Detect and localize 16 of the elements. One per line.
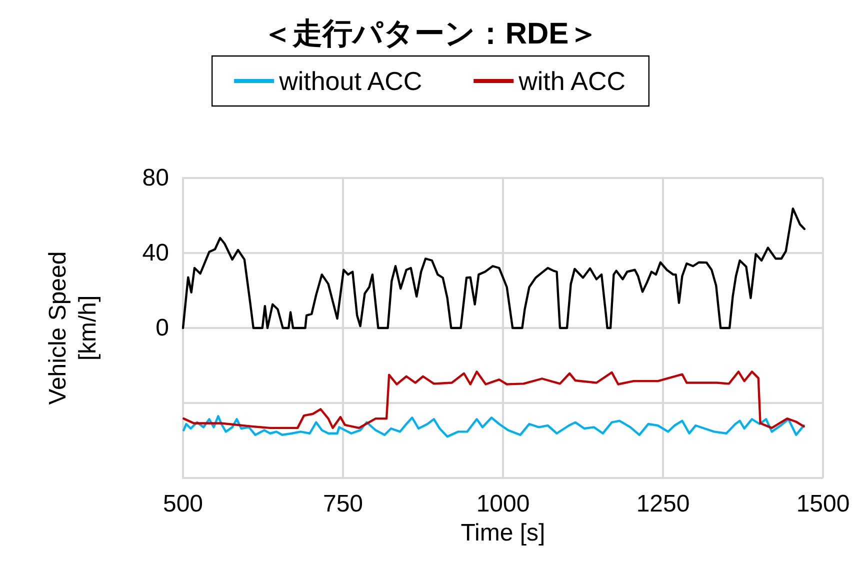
line-series — [182, 415, 805, 438]
x-tick-label: 500 — [162, 490, 204, 518]
legend-label: without ACC — [278, 66, 422, 96]
x-tick-label: 750 — [322, 490, 364, 518]
chart-title: ＜走行パターン：RDE＞ — [262, 18, 599, 50]
line-series — [182, 207, 806, 330]
y-tick-label: 80 — [142, 164, 169, 192]
x-tick-label: 1500 — [796, 490, 850, 518]
line-series — [182, 370, 805, 430]
y-tick-label: 40 — [142, 240, 169, 266]
x-tick-label: 1000 — [476, 490, 530, 518]
x-axis-title: Time [s] — [460, 519, 546, 546]
legend-label: with ACC — [518, 66, 626, 96]
y-tick-label: 0 — [156, 314, 169, 342]
x-tick-label: 1250 — [636, 490, 690, 518]
y-axis-title: Vehicle Speed [km/h] — [44, 251, 102, 405]
